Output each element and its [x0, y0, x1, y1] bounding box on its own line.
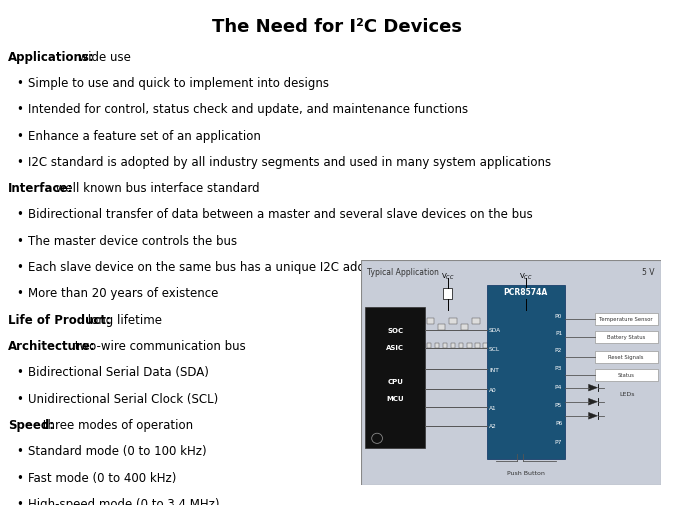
- Text: •: •: [16, 156, 23, 169]
- Text: P4: P4: [555, 384, 562, 389]
- Text: P0: P0: [555, 314, 562, 319]
- Text: •: •: [16, 471, 23, 484]
- Bar: [438, 324, 446, 330]
- Bar: [487, 285, 565, 460]
- Text: MCU: MCU: [386, 395, 404, 400]
- Text: Applications:: Applications:: [8, 50, 95, 64]
- Text: PCR8574A: PCR8574A: [503, 288, 548, 297]
- Text: SDA: SDA: [489, 328, 501, 333]
- Text: More than 20 years of existence: More than 20 years of existence: [28, 287, 218, 300]
- Text: Life of Product:: Life of Product:: [8, 313, 111, 326]
- Bar: [472, 318, 480, 324]
- Bar: [427, 343, 431, 348]
- Polygon shape: [588, 398, 598, 406]
- Text: •: •: [16, 287, 23, 300]
- Text: two-wire communication bus: two-wire communication bus: [71, 339, 245, 352]
- Text: Simple to use and quick to implement into designs: Simple to use and quick to implement int…: [28, 77, 330, 90]
- Text: A1: A1: [489, 405, 497, 410]
- Text: CPU: CPU: [387, 378, 403, 384]
- Text: Intended for control, status check and update, and maintenance functions: Intended for control, status check and u…: [28, 103, 468, 116]
- Bar: [521, 288, 530, 299]
- Text: P1: P1: [555, 331, 562, 336]
- Text: High-speed mode (0 to 3.4 MHz): High-speed mode (0 to 3.4 MHz): [28, 497, 220, 505]
- Text: Speed:: Speed:: [8, 418, 54, 431]
- Text: V$_{CC}$: V$_{CC}$: [441, 271, 454, 281]
- Text: P2: P2: [555, 347, 562, 352]
- Bar: [483, 343, 488, 348]
- Bar: [594, 369, 658, 381]
- Polygon shape: [588, 384, 598, 391]
- Bar: [459, 343, 464, 348]
- Text: Push Button: Push Button: [507, 470, 545, 475]
- Bar: [594, 331, 658, 343]
- Text: •: •: [16, 103, 23, 116]
- Text: •: •: [16, 77, 23, 90]
- Text: SCL: SCL: [489, 346, 500, 351]
- Bar: [435, 343, 439, 348]
- Text: P3: P3: [555, 366, 562, 371]
- Text: Standard mode (0 to 100 kHz): Standard mode (0 to 100 kHz): [28, 444, 207, 458]
- Text: SOC: SOC: [387, 327, 403, 333]
- Text: I2C standard is adopted by all industry segments and used in many system applica: I2C standard is adopted by all industry …: [28, 156, 551, 169]
- Text: Bidirectional transfer of data between a master and several slave devices on the: Bidirectional transfer of data between a…: [28, 208, 533, 221]
- Text: •: •: [16, 366, 23, 379]
- Text: INT: INT: [489, 367, 499, 372]
- Text: A2: A2: [489, 423, 497, 428]
- Text: 5 V: 5 V: [642, 267, 654, 276]
- Text: Reset Signals: Reset Signals: [608, 355, 644, 360]
- Text: •: •: [16, 234, 23, 247]
- Text: wide use: wide use: [71, 50, 131, 64]
- Bar: [594, 351, 658, 363]
- Bar: [443, 343, 448, 348]
- Text: Bidirectional Serial Data (SDA): Bidirectional Serial Data (SDA): [28, 366, 209, 379]
- Text: Status: Status: [617, 373, 634, 378]
- Text: well known bus interface standard: well known bus interface standard: [52, 182, 259, 195]
- Text: •: •: [16, 208, 23, 221]
- Text: The master device controls the bus: The master device controls the bus: [28, 234, 237, 247]
- Bar: [451, 343, 456, 348]
- Text: Interface:: Interface:: [8, 182, 73, 195]
- Bar: [450, 318, 457, 324]
- Text: Unidirectional Serial Clock (SCL): Unidirectional Serial Clock (SCL): [28, 392, 218, 405]
- Text: Battery Status: Battery Status: [607, 335, 645, 340]
- Bar: [443, 288, 452, 299]
- Text: •: •: [16, 261, 23, 274]
- Text: long lifetime: long lifetime: [84, 313, 162, 326]
- Bar: [365, 308, 425, 448]
- Bar: [461, 324, 468, 330]
- Text: Enhance a feature set of an application: Enhance a feature set of an application: [28, 129, 262, 142]
- Text: Architecture:: Architecture:: [8, 339, 96, 352]
- Text: •: •: [16, 129, 23, 142]
- Bar: [594, 313, 658, 325]
- Polygon shape: [588, 413, 598, 419]
- Bar: [467, 343, 472, 348]
- Text: Fast mode (0 to 400 kHz): Fast mode (0 to 400 kHz): [28, 471, 177, 484]
- Text: The Need for I²C Devices: The Need for I²C Devices: [212, 18, 462, 36]
- Text: •: •: [16, 444, 23, 458]
- Bar: [475, 343, 480, 348]
- Text: A0: A0: [489, 387, 497, 392]
- Text: P6: P6: [555, 421, 562, 426]
- Text: V$_{CC}$: V$_{CC}$: [519, 271, 532, 281]
- Text: LEDs: LEDs: [620, 391, 636, 396]
- Text: •: •: [16, 497, 23, 505]
- Text: P5: P5: [555, 402, 562, 407]
- Text: Typical Application: Typical Application: [367, 267, 439, 276]
- Text: Temperature Sensor: Temperature Sensor: [599, 317, 653, 322]
- Text: three modes of operation: three modes of operation: [39, 418, 193, 431]
- Text: P7: P7: [555, 439, 562, 444]
- Bar: [427, 318, 434, 324]
- Text: ASIC: ASIC: [386, 344, 404, 350]
- Text: Each slave device on the same bus has a unique I2C address: Each slave device on the same bus has a …: [28, 261, 390, 274]
- Text: •: •: [16, 392, 23, 405]
